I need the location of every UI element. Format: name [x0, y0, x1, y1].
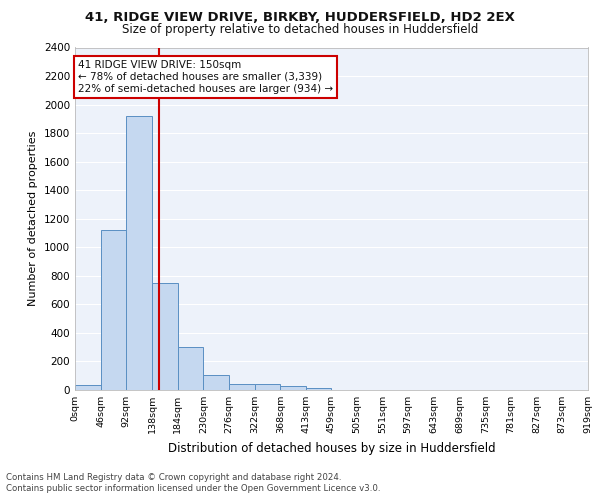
Bar — [255, 384, 280, 390]
Bar — [203, 375, 229, 390]
X-axis label: Distribution of detached houses by size in Huddersfield: Distribution of detached houses by size … — [167, 442, 496, 454]
Bar — [101, 230, 127, 390]
Text: Contains HM Land Registry data © Crown copyright and database right 2024.: Contains HM Land Registry data © Crown c… — [6, 472, 341, 482]
Bar — [127, 116, 152, 390]
Text: Contains public sector information licensed under the Open Government Licence v3: Contains public sector information licen… — [6, 484, 380, 493]
Bar — [152, 283, 178, 390]
Text: 41 RIDGE VIEW DRIVE: 150sqm
← 78% of detached houses are smaller (3,339)
22% of : 41 RIDGE VIEW DRIVE: 150sqm ← 78% of det… — [78, 60, 333, 94]
Bar — [75, 385, 101, 390]
Y-axis label: Number of detached properties: Number of detached properties — [28, 131, 38, 306]
Bar — [229, 384, 255, 390]
Bar — [280, 386, 306, 390]
Text: 41, RIDGE VIEW DRIVE, BIRKBY, HUDDERSFIELD, HD2 2EX: 41, RIDGE VIEW DRIVE, BIRKBY, HUDDERSFIE… — [85, 11, 515, 24]
Text: Size of property relative to detached houses in Huddersfield: Size of property relative to detached ho… — [122, 22, 478, 36]
Bar — [305, 388, 331, 390]
Bar — [178, 347, 203, 390]
